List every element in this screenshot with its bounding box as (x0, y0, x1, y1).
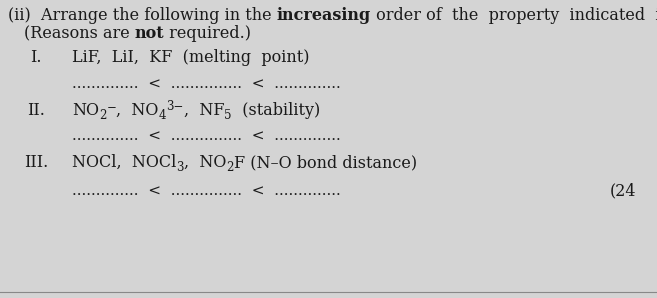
Text: ..............  <  ...............  <  ..............: .............. < ............... < .....… (72, 77, 341, 91)
Text: 4: 4 (158, 109, 166, 122)
Text: not: not (135, 25, 164, 42)
Text: LiF,  LiI,  KF  (melting  point): LiF, LiI, KF (melting point) (72, 49, 309, 66)
Text: I.: I. (30, 49, 41, 66)
Text: ,  NO: , NO (116, 102, 158, 119)
Text: (24: (24 (610, 182, 637, 199)
Text: NO: NO (72, 102, 99, 119)
Text: required.): required.) (164, 25, 252, 42)
Text: order of  the  property  indicated  in  parenth: order of the property indicated in paren… (371, 7, 657, 24)
Text: 2: 2 (226, 161, 234, 174)
Text: (ii)  Arrange the following in the: (ii) Arrange the following in the (8, 7, 277, 24)
Text: ,  NF: , NF (183, 102, 224, 119)
Text: (stability): (stability) (231, 102, 320, 119)
Text: 3: 3 (176, 161, 184, 174)
Text: ..............  <  ...............  <  ..............: .............. < ............... < .....… (72, 129, 341, 143)
Text: 3−: 3− (166, 100, 183, 113)
Text: III.: III. (24, 154, 48, 171)
Text: −: − (106, 100, 116, 113)
Text: F (N–O bond distance): F (N–O bond distance) (234, 154, 417, 171)
Text: II.: II. (27, 102, 45, 119)
Text: 5: 5 (224, 109, 231, 122)
Text: increasing: increasing (277, 7, 371, 24)
Text: ..............  <  ...............  <  ..............: .............. < ............... < .....… (72, 184, 341, 198)
Text: (Reasons are: (Reasons are (24, 25, 135, 42)
Text: 2: 2 (99, 109, 106, 122)
Text: ,  NO: , NO (184, 154, 226, 171)
Text: NOCl,  NOCl: NOCl, NOCl (72, 154, 176, 171)
